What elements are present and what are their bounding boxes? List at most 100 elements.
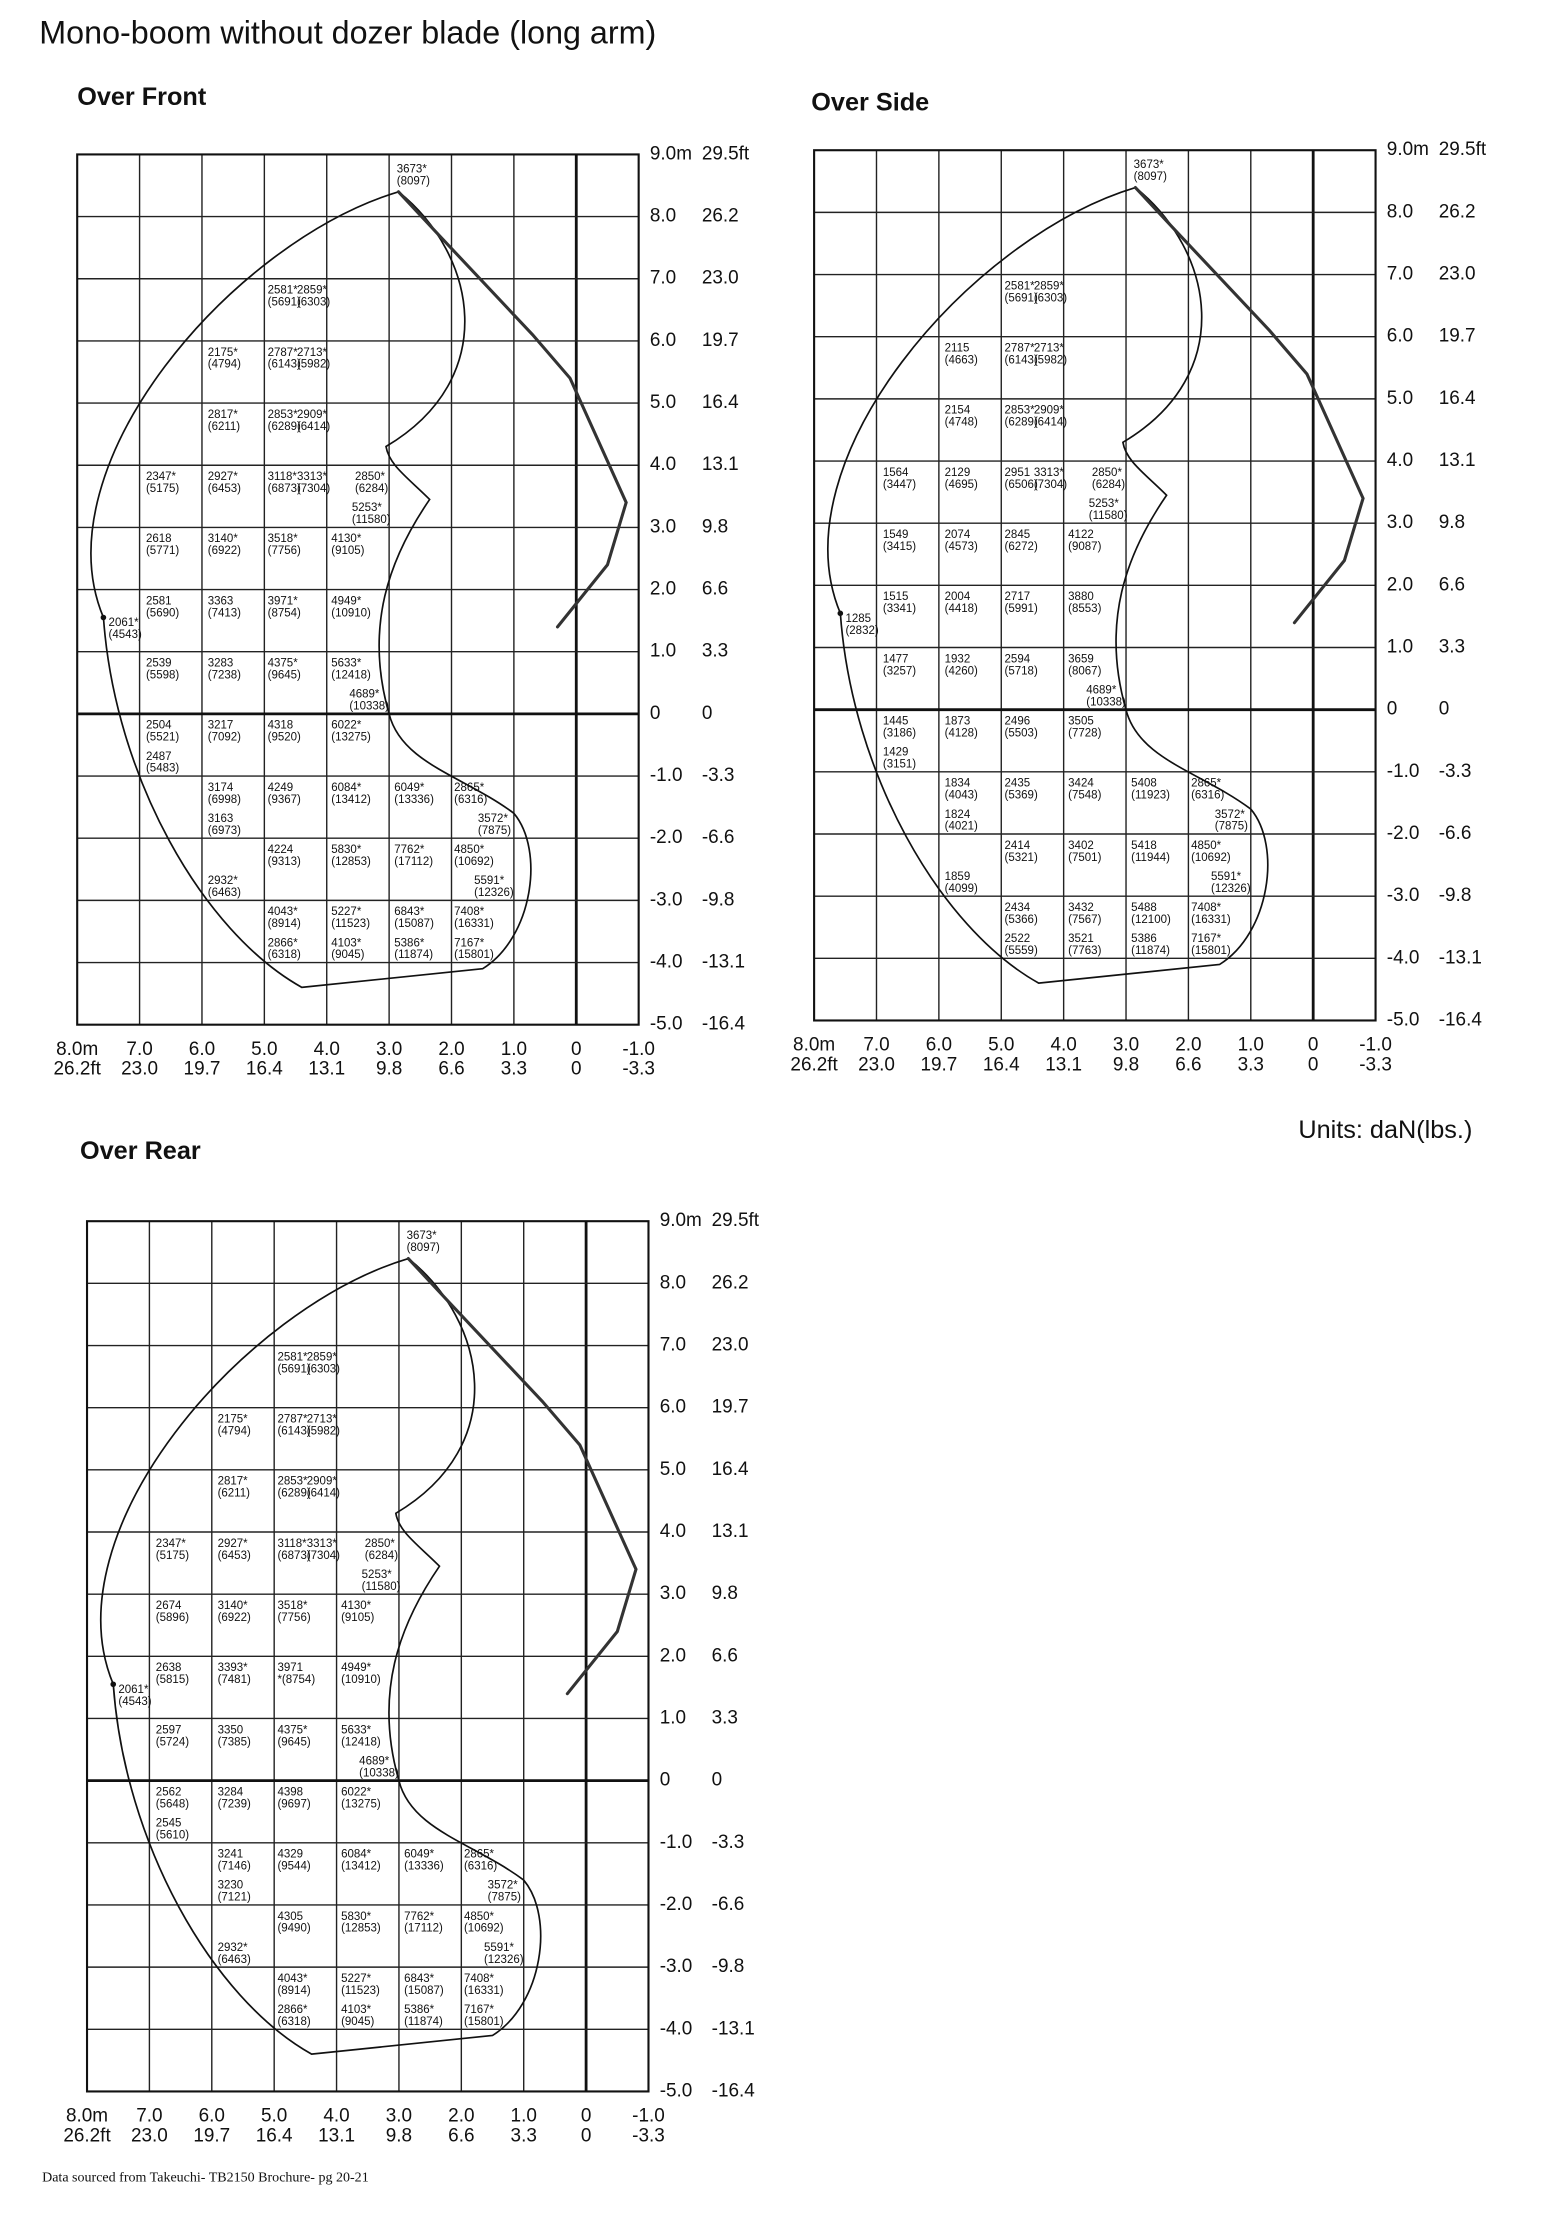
load-dan: 2865* xyxy=(464,1849,495,1861)
load-dan: 5591* xyxy=(484,1942,515,1954)
height-label-m: -2.0 xyxy=(650,827,683,848)
height-label-m: -3.0 xyxy=(660,1956,693,1977)
load-dan: 4043* xyxy=(268,906,299,918)
load-lbs: (6414) xyxy=(1034,417,1067,429)
load-dan: 2909* xyxy=(1034,405,1065,417)
radius-label-m: 8.0m xyxy=(793,1035,835,1056)
load-dan: 4949* xyxy=(331,595,362,607)
height-label-m: -3.0 xyxy=(1387,885,1420,906)
load-lbs: (5175) xyxy=(156,1550,189,1562)
load-dan: 3393* xyxy=(218,1662,249,1674)
load-lbs: (8097) xyxy=(407,1242,440,1254)
height-label-m: 4.0 xyxy=(1387,450,1413,471)
load-lbs: (15801) xyxy=(464,2016,504,2028)
load-lbs: (6453) xyxy=(208,483,241,495)
load-lbs: (12326) xyxy=(1211,883,1251,895)
load-lbs: (5369) xyxy=(1005,790,1038,802)
load-lbs: (6316) xyxy=(1191,790,1224,802)
load-lbs: (9645) xyxy=(277,1736,310,1748)
load-dan: 3659 xyxy=(1068,653,1094,665)
load-lbs: (8754) xyxy=(268,607,301,619)
load-lbs: (12326) xyxy=(484,1954,524,1966)
load-dan: 7408* xyxy=(1191,902,1222,914)
radius-label-ft: 23.0 xyxy=(131,2125,168,2146)
load-dan: 2004 xyxy=(945,591,971,603)
height-label-m: 1.0 xyxy=(1387,637,1413,658)
load-dan: 1873 xyxy=(945,716,971,728)
load-dan: 3174 xyxy=(208,782,234,794)
radius-label-m: 3.0 xyxy=(376,1039,402,1060)
load-lbs: (5483) xyxy=(146,763,179,775)
load-lbs: (5321) xyxy=(1005,852,1038,864)
radius-label-ft: 3.3 xyxy=(1238,1054,1264,1075)
load-lbs: (8097) xyxy=(397,175,430,187)
load-lbs: (7304) xyxy=(307,1550,340,1562)
radius-label-ft: 23.0 xyxy=(858,1054,895,1075)
load-lbs: (6316) xyxy=(464,1861,497,1873)
load-dan: 2638 xyxy=(156,1662,182,1674)
load-lbs: (10692) xyxy=(1191,852,1231,864)
load-dan: 4103* xyxy=(341,2004,372,2016)
load-lbs: (5718) xyxy=(1005,665,1038,677)
height-label-m: -3.0 xyxy=(650,889,683,910)
load-lbs: (11523) xyxy=(331,918,370,930)
height-label-ft: 0 xyxy=(712,1770,723,1791)
load-dan: 4043* xyxy=(277,1973,308,1985)
load-lbs: (13275) xyxy=(331,732,371,744)
load-lbs: (3415) xyxy=(883,541,916,553)
load-dan: 3572* xyxy=(1215,809,1246,821)
height-label-ft: 23.0 xyxy=(712,1335,749,1356)
load-dan: 1549 xyxy=(883,529,909,541)
height-label-m: 9.0m xyxy=(1387,139,1429,160)
load-lbs: (13412) xyxy=(331,794,371,806)
height-label-ft: -13.1 xyxy=(1439,947,1482,968)
load-lbs: (6998) xyxy=(208,794,241,806)
load-lbs: (10338) xyxy=(1086,696,1126,708)
height-label-ft: -3.3 xyxy=(712,1832,745,1853)
load-lbs: (9367) xyxy=(268,794,301,806)
load-dan: 1477 xyxy=(883,653,909,665)
load-dan: 2853* xyxy=(268,409,299,421)
load-dan: 3673* xyxy=(397,163,428,175)
load-dan: 3118* xyxy=(268,471,298,483)
load-dan: 2927* xyxy=(218,1538,249,1550)
load-lbs: (12853) xyxy=(341,1923,381,1935)
load-dan: 1859 xyxy=(945,871,971,883)
radius-label-m: 6.0 xyxy=(189,1039,215,1060)
load-dan: 3350 xyxy=(218,1724,244,1736)
load-dan: 2866* xyxy=(277,2004,308,2016)
load-lbs: (5982) xyxy=(307,1425,340,1437)
load-dan: 2581* xyxy=(1005,280,1036,292)
load-lbs: (13275) xyxy=(341,1798,381,1810)
load-dan: 2859* xyxy=(1034,280,1065,292)
load-dan: 2175* xyxy=(218,1414,249,1426)
load-dan: 3432 xyxy=(1068,902,1094,914)
radius-label-m: 3.0 xyxy=(386,2106,412,2127)
load-lbs: (17112) xyxy=(404,1923,443,1935)
load-lbs: (10910) xyxy=(341,1674,381,1686)
height-label-m: -2.0 xyxy=(660,1894,693,1915)
load-lbs: (5175) xyxy=(146,483,179,495)
load-lbs: (11580) xyxy=(352,514,391,526)
load-lbs: (6873) xyxy=(277,1550,310,1562)
height-label-ft: 26.2 xyxy=(702,206,739,227)
load-dan: 2713* xyxy=(1034,343,1065,355)
load-dan: 1932 xyxy=(945,653,971,665)
load-lbs: (15087) xyxy=(394,918,434,930)
load-lbs: (5690) xyxy=(146,607,179,619)
load-lbs: (17112) xyxy=(394,856,433,868)
height-label-ft: -3.3 xyxy=(1439,761,1472,782)
load-lbs: (8097) xyxy=(1134,171,1167,183)
load-dan: 1429 xyxy=(883,747,909,759)
radius-label-ft: 3.3 xyxy=(511,2125,537,2146)
load-lbs: (7304) xyxy=(1034,479,1067,491)
height-label-m: 4.0 xyxy=(660,1521,686,1542)
load-dan: 2717 xyxy=(1005,591,1031,603)
radius-label-m: 4.0 xyxy=(1050,1035,1076,1056)
height-label-ft: 3.3 xyxy=(712,1707,738,1728)
load-dan: 3521 xyxy=(1068,933,1094,945)
load-dan: 3518* xyxy=(268,533,299,545)
height-label-m: 8.0 xyxy=(650,206,676,227)
load-lbs: (5815) xyxy=(156,1674,189,1686)
load-dan: 2909* xyxy=(307,1476,338,1488)
